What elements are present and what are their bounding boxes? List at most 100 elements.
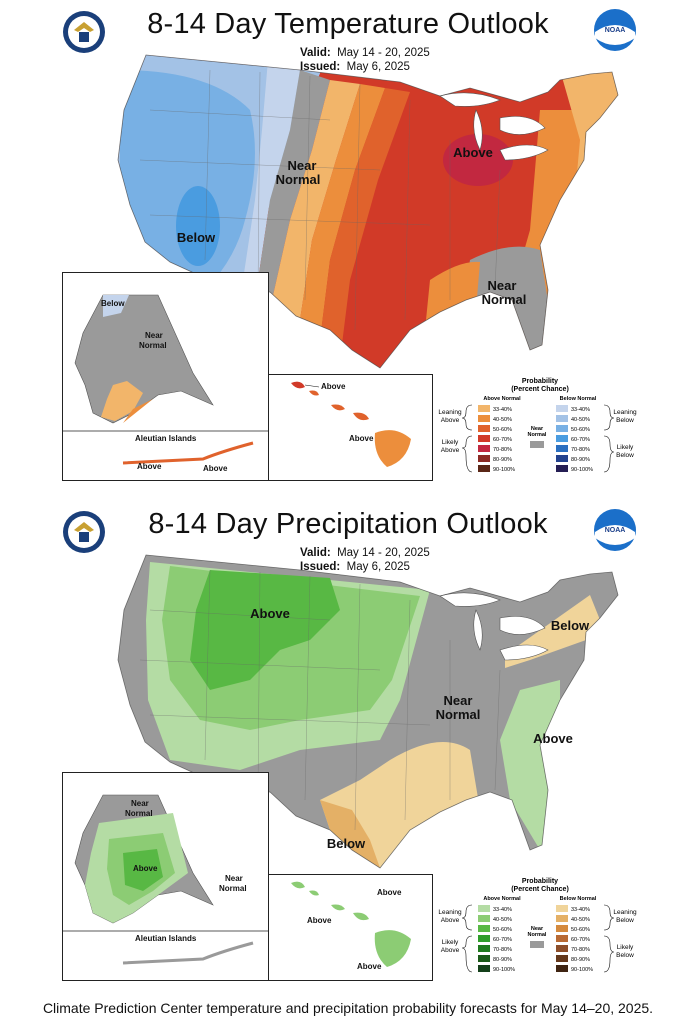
legend-range-below: 90-100% — [571, 967, 593, 973]
legend-title: Probability — [522, 378, 558, 385]
legend-swatch-above — [478, 905, 490, 912]
legend-swatch-below — [556, 935, 568, 942]
legend-swatch-above — [478, 425, 490, 432]
hawaii-label-above-2: Above — [307, 916, 332, 925]
legend-swatch-below — [556, 435, 568, 442]
legend-range-above: 40-50% — [493, 917, 512, 923]
label-above-nw: Above — [250, 606, 290, 621]
legend-range-above: 60-70% — [493, 437, 512, 443]
legend-likely-above: Likely — [442, 439, 459, 446]
legend-likely-below: Likely — [617, 944, 634, 951]
legend-swatch-below — [556, 925, 568, 932]
legend-likely-below-2: Below — [616, 452, 634, 459]
legend-range-below: 50-60% — [571, 927, 590, 933]
figure-caption: Climate Prediction Center temperature an… — [42, 1000, 654, 1016]
legend-brace — [603, 435, 615, 473]
label-above-se: Above — [533, 731, 573, 746]
legend-brace — [461, 935, 473, 973]
commerce-seal-logo — [63, 511, 105, 553]
legend-leaning-below-2: Below — [616, 417, 634, 424]
legend-brace — [603, 904, 615, 931]
label-below-ne: Below — [551, 618, 590, 633]
legend-swatch-below — [556, 955, 568, 962]
legend-range-below: 60-70% — [571, 937, 590, 943]
legend-range-above: 33-40% — [493, 907, 512, 913]
legend-subtitle: (Percent Chance) — [511, 386, 569, 393]
precipitation-outlook-panel: 8-14 Day Precipitation Outlook Valid: Ma… — [0, 500, 696, 996]
aleutian-above-1: Above — [137, 462, 162, 471]
label-near-normal: Near — [444, 693, 473, 708]
legend-range-below: 40-50% — [571, 917, 590, 923]
alaska-label-near-b: Near — [225, 874, 243, 883]
legend-brace — [603, 404, 615, 431]
legend-swatch-below — [556, 455, 568, 462]
alaska-inset: Near Normal Above Near Normal Aleutian I… — [62, 772, 269, 981]
noaa-logo: NOAA — [594, 9, 636, 51]
legend-likely-above-2: Above — [441, 947, 460, 954]
legend-swatch-near — [530, 441, 544, 448]
legend-near: Near — [531, 926, 544, 932]
legend-swatch-below — [556, 425, 568, 432]
legend-brace — [603, 935, 615, 973]
label-near-normal-west-2: Normal — [276, 172, 321, 187]
legend-near-2: Normal — [528, 432, 547, 438]
legend-above-header: Above Normal — [483, 896, 521, 902]
legend-swatch-below — [556, 445, 568, 452]
valid-dates: Valid: May 14 - 20, 2025 — [300, 547, 430, 559]
temperature-conus-map: Near Normal Below Above Near Normal — [117, 54, 619, 369]
legend-range-below: 50-60% — [571, 427, 590, 433]
legend-swatch-above — [478, 915, 490, 922]
legend-swatch-below — [556, 905, 568, 912]
legend-range-above: 50-60% — [493, 427, 512, 433]
legend-swatch-below — [556, 965, 568, 972]
legend-range-above: 50-60% — [493, 927, 512, 933]
hawaii-label-above-1: Above — [377, 888, 402, 897]
legend-leaning-below-2: Below — [616, 917, 634, 924]
alaska-label-near: Near — [131, 799, 149, 808]
legend-leaning-above-2: Above — [441, 917, 460, 924]
legend-swatch-below — [556, 405, 568, 412]
legend-swatch-above — [478, 445, 490, 452]
svg-text:NOAA: NOAA — [605, 27, 626, 34]
label-below-tx: Below — [327, 836, 366, 851]
legend-range-above: 80-90% — [493, 457, 512, 463]
label-below-west: Below — [177, 230, 216, 245]
alaska-label-near: Near — [145, 331, 163, 340]
legend-leaning-below: Leaning — [613, 909, 637, 916]
hawaii-inset: Above Above Above — [268, 874, 433, 981]
legend-brace — [461, 904, 473, 931]
legend-near-2: Normal — [528, 932, 547, 938]
hawaii-inset: Above Above — [268, 374, 433, 481]
legend-range-below: 80-90% — [571, 957, 590, 963]
precipitation-legend: Probability (Percent Chance) Above Normal B… — [432, 874, 646, 979]
legend-swatch-below — [556, 465, 568, 472]
legend-leaning-above: Leaning — [438, 909, 462, 916]
noaa-logo: NOAA — [594, 509, 636, 551]
legend-swatch-below — [556, 415, 568, 422]
alaska-label-below: Below — [101, 299, 125, 308]
hawaii-label-above-1: Above — [321, 382, 346, 391]
legend-range-below: 70-80% — [571, 447, 590, 453]
page-title: 8-14 Day Precipitation Outlook — [148, 508, 548, 540]
precipitation-conus-map: Above Below Near Normal Above Below — [117, 554, 619, 869]
legend-brace — [461, 404, 473, 431]
label-near-normal-se: Near — [488, 278, 517, 293]
legend-range-above: 80-90% — [493, 957, 512, 963]
legend-swatch-below — [556, 945, 568, 952]
alaska-label-near-b-2: Normal — [219, 884, 247, 893]
label-above-michigan: Above — [453, 145, 493, 160]
legend-swatch-above — [478, 455, 490, 462]
legend-leaning-above-2: Above — [441, 417, 460, 424]
legend-range-below: 33-40% — [571, 907, 590, 913]
issued-date: Issued: May 6, 2025 — [300, 561, 410, 573]
legend-swatch-above — [478, 935, 490, 942]
legend-swatch-near — [530, 941, 544, 948]
label-near-normal-west: Near — [288, 158, 317, 173]
legend-swatch-above — [478, 405, 490, 412]
temperature-legend: Probability (Percent Chance) Above Normal B… — [432, 374, 646, 479]
label-near-normal-se-2: Normal — [482, 292, 527, 307]
legend-leaning-below: Leaning — [613, 409, 637, 416]
legend-above-header: Above Normal — [483, 396, 521, 402]
legend-swatch-above — [478, 945, 490, 952]
alaska-inset: Below Near Normal Aleutian Islands Above… — [62, 272, 269, 481]
